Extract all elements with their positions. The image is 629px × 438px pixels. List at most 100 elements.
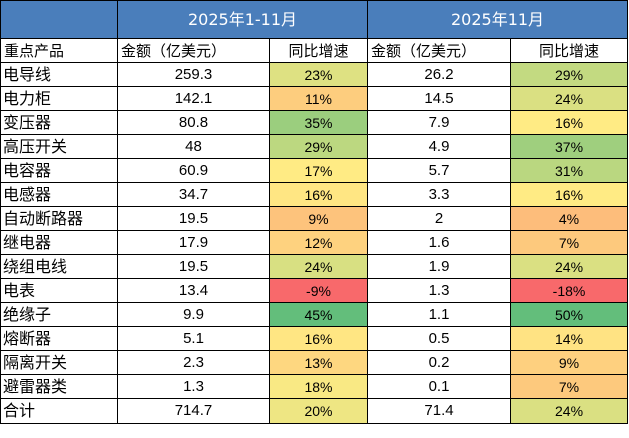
growth2-cell: 7% xyxy=(510,374,629,399)
product-name-cell: 电表 xyxy=(0,278,118,303)
amount2-cell: 7.9 xyxy=(367,110,512,135)
amount2-cell: 14.5 xyxy=(367,86,512,111)
product-name-cell: 自动断路器 xyxy=(0,206,118,231)
table-row: 避雷器类 1.3 18% 0.1 7% xyxy=(0,374,629,399)
period-header-row: 2025年1-11月 2025年11月 xyxy=(0,0,629,39)
growth2-column-header: 同比增速 xyxy=(510,38,629,63)
product-name-cell: 继电器 xyxy=(0,230,118,255)
product-name-cell: 绕组电线 xyxy=(0,254,118,279)
amount2-cell: 71.4 xyxy=(367,398,512,424)
amount1-cell: 2.3 xyxy=(117,350,270,375)
product-name-cell: 变压器 xyxy=(0,110,118,135)
growth1-cell: 16% xyxy=(268,326,369,351)
amount1-cell: 19.5 xyxy=(117,254,270,279)
table-row: 高压开关 48 29% 4.9 37% xyxy=(0,134,629,159)
table-row: 绕组电线 19.5 24% 1.9 24% xyxy=(0,254,629,279)
product-name-cell: 绝缘子 xyxy=(0,302,118,327)
growth2-cell: 24% xyxy=(510,398,629,424)
table-row: 合计 714.7 20% 71.4 24% xyxy=(0,398,629,424)
growth2-cell: 16% xyxy=(510,110,629,135)
growth1-cell: 12% xyxy=(268,230,369,255)
growth2-cell: 7% xyxy=(510,230,629,255)
amount1-cell: 1.3 xyxy=(117,374,270,399)
table-row: 电力柜 142.1 11% 14.5 24% xyxy=(0,86,629,111)
table-row: 继电器 17.9 12% 1.6 7% xyxy=(0,230,629,255)
amount2-column-header: 金额（亿美元） xyxy=(367,38,512,63)
growth1-cell: 20% xyxy=(268,398,369,424)
growth1-cell: 13% xyxy=(268,350,369,375)
growth1-cell: -9% xyxy=(268,278,369,303)
export-data-table: 2025年1-11月 2025年11月 重点产品 金额（亿美元） 同比增速 金额… xyxy=(0,0,629,424)
product-name-cell: 熔断器 xyxy=(0,326,118,351)
amount1-cell: 80.8 xyxy=(117,110,270,135)
product-name-cell: 电容器 xyxy=(0,158,118,183)
amount2-cell: 1.3 xyxy=(367,278,512,303)
amount2-cell: 5.7 xyxy=(367,158,512,183)
table-row: 电导线 259.3 23% 26.2 29% xyxy=(0,62,629,87)
growth1-cell: 45% xyxy=(268,302,369,327)
growth1-cell: 24% xyxy=(268,254,369,279)
table-row: 隔离开关 2.3 13% 0.2 9% xyxy=(0,350,629,375)
growth1-cell: 23% xyxy=(268,62,369,87)
growth1-cell: 17% xyxy=(268,158,369,183)
product-name-cell: 合计 xyxy=(0,398,118,424)
amount1-column-header: 金额（亿美元） xyxy=(117,38,270,63)
product-name-cell: 电感器 xyxy=(0,182,118,207)
table-row: 变压器 80.8 35% 7.9 16% xyxy=(0,110,629,135)
header-corner-cell xyxy=(0,0,118,39)
period2-header: 2025年11月 xyxy=(367,0,629,39)
amount1-cell: 17.9 xyxy=(117,230,270,255)
amount1-cell: 48 xyxy=(117,134,270,159)
amount1-cell: 9.9 xyxy=(117,302,270,327)
amount1-cell: 259.3 xyxy=(117,62,270,87)
growth2-cell: 37% xyxy=(510,134,629,159)
table-row: 绝缘子 9.9 45% 1.1 50% xyxy=(0,302,629,327)
amount2-cell: 0.1 xyxy=(367,374,512,399)
amount2-cell: 26.2 xyxy=(367,62,512,87)
growth2-cell: 50% xyxy=(510,302,629,327)
amount1-cell: 60.9 xyxy=(117,158,270,183)
amount1-cell: 19.5 xyxy=(117,206,270,231)
growth1-cell: 11% xyxy=(268,86,369,111)
growth2-cell: 31% xyxy=(510,158,629,183)
amount2-cell: 1.9 xyxy=(367,254,512,279)
column-header-row: 重点产品 金额（亿美元） 同比增速 金额（亿美元） 同比增速 xyxy=(0,38,629,63)
growth1-cell: 29% xyxy=(268,134,369,159)
product-column-header: 重点产品 xyxy=(0,38,118,63)
product-name-cell: 隔离开关 xyxy=(0,350,118,375)
amount1-cell: 34.7 xyxy=(117,182,270,207)
amount2-cell: 3.3 xyxy=(367,182,512,207)
table-row: 自动断路器 19.5 9% 2 4% xyxy=(0,206,629,231)
amount2-cell: 1.1 xyxy=(367,302,512,327)
period1-header: 2025年1-11月 xyxy=(116,0,369,39)
amount2-cell: 2 xyxy=(367,206,512,231)
growth2-cell: 16% xyxy=(510,182,629,207)
growth1-cell: 9% xyxy=(268,206,369,231)
growth1-cell: 18% xyxy=(268,374,369,399)
growth1-cell: 35% xyxy=(268,110,369,135)
growth2-cell: 14% xyxy=(510,326,629,351)
product-name-cell: 电导线 xyxy=(0,62,118,87)
growth1-cell: 16% xyxy=(268,182,369,207)
amount2-cell: 4.9 xyxy=(367,134,512,159)
growth2-cell: -18% xyxy=(510,278,629,303)
table-row: 电容器 60.9 17% 5.7 31% xyxy=(0,158,629,183)
amount2-cell: 0.5 xyxy=(367,326,512,351)
growth2-cell: 24% xyxy=(510,254,629,279)
growth2-cell: 24% xyxy=(510,86,629,111)
product-name-cell: 高压开关 xyxy=(0,134,118,159)
growth2-cell: 29% xyxy=(510,62,629,87)
amount1-cell: 5.1 xyxy=(117,326,270,351)
table-row: 电表 13.4 -9% 1.3 -18% xyxy=(0,278,629,303)
table-body: 电导线 259.3 23% 26.2 29% 电力柜 142.1 11% 14.5 24% 变压器 8… xyxy=(0,62,629,424)
table-row: 电感器 34.7 16% 3.3 16% xyxy=(0,182,629,207)
product-name-cell: 避雷器类 xyxy=(0,374,118,399)
growth2-cell: 9% xyxy=(510,350,629,375)
growth2-cell: 4% xyxy=(510,206,629,231)
amount1-cell: 13.4 xyxy=(117,278,270,303)
product-name-cell: 电力柜 xyxy=(0,86,118,111)
growth1-column-header: 同比增速 xyxy=(268,38,369,63)
amount2-cell: 0.2 xyxy=(367,350,512,375)
amount1-cell: 714.7 xyxy=(117,398,270,424)
table-row: 熔断器 5.1 16% 0.5 14% xyxy=(0,326,629,351)
